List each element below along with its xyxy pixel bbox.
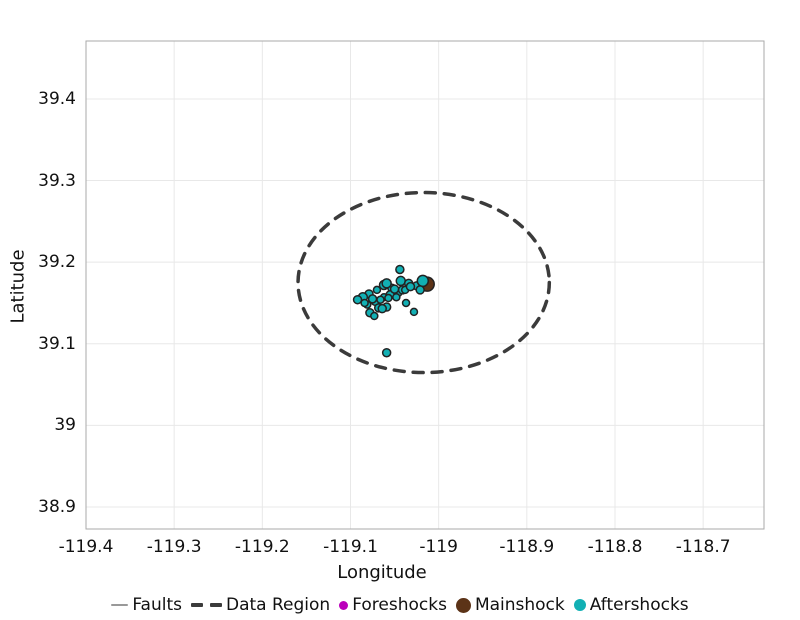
y-tick-label: 38.9 [38, 496, 76, 517]
aftershocks-point [372, 285, 382, 295]
aftershocks-point [381, 278, 392, 289]
x-tick-label: -118.7 [675, 537, 731, 557]
x-tick-label: -118.9 [499, 537, 555, 557]
aftershocks-point [416, 274, 430, 288]
plot-border [85, 40, 765, 530]
aftershocks-point [352, 294, 363, 305]
x-tick-label: -119.2 [234, 537, 290, 557]
aftershocks-point [370, 311, 379, 321]
y-tick-label: 39 [54, 415, 76, 436]
foreshocks-dot-icon [339, 600, 349, 610]
aftershocks-point [381, 347, 392, 358]
aftershocks-point [389, 284, 400, 294]
aftershocks-point [409, 307, 419, 317]
x-axis-title: Longitude [337, 562, 427, 583]
aftershocks-dot-icon [573, 599, 586, 611]
legend-item-aftershocks: Aftershocks [573, 595, 689, 615]
x-tick-label: -119.1 [323, 537, 378, 557]
legend: Faults Data Region Foreshocks Mainshock Afte… [0, 592, 800, 618]
y-tick-label: 39.3 [38, 170, 76, 191]
aftershocks-point [360, 298, 369, 308]
y-tick-label: 39.4 [38, 88, 76, 109]
aftershocks-point [392, 292, 401, 302]
dash-segment [191, 603, 203, 607]
y-tick-label: 39.2 [38, 252, 76, 273]
aftershocks-point [405, 281, 416, 292]
legend-label: Data Region [226, 595, 331, 615]
legend-label: Aftershocks [589, 595, 689, 615]
mainshock-dot-icon [455, 597, 471, 613]
y-tick-label: 39.1 [38, 333, 76, 354]
aftershocks-point [395, 275, 407, 287]
legend-label: Foreshocks [352, 595, 447, 615]
legend-label: Faults [132, 595, 182, 615]
faults-line-icon [111, 603, 129, 607]
y-axis-title: Latitude [7, 249, 29, 324]
legend-item-faults: Faults [111, 595, 182, 615]
legend-item-data-region: Data Region [191, 595, 330, 615]
legend-item-mainshock: Mainshock [455, 595, 565, 615]
aftershocks-point [395, 264, 405, 275]
x-tick-label: -119.3 [146, 537, 202, 557]
aftershocks-point [415, 285, 425, 295]
x-tick-label: -119 [419, 537, 458, 557]
aftershocks-point [377, 303, 387, 314]
aftershocks-point [384, 293, 393, 303]
legend-item-foreshocks: Foreshocks [339, 595, 447, 615]
x-tick-label: -118.8 [587, 537, 643, 557]
dash-segment [210, 603, 222, 607]
legend-label: Mainshock [474, 595, 565, 615]
x-tick-label: -119.4 [58, 537, 114, 557]
dashed-line-icon [191, 603, 222, 607]
aftershocks-point [376, 295, 385, 304]
aftershocks-point [401, 298, 411, 308]
data-region-ellipse [296, 190, 552, 375]
aftershocks-point [367, 294, 378, 304]
